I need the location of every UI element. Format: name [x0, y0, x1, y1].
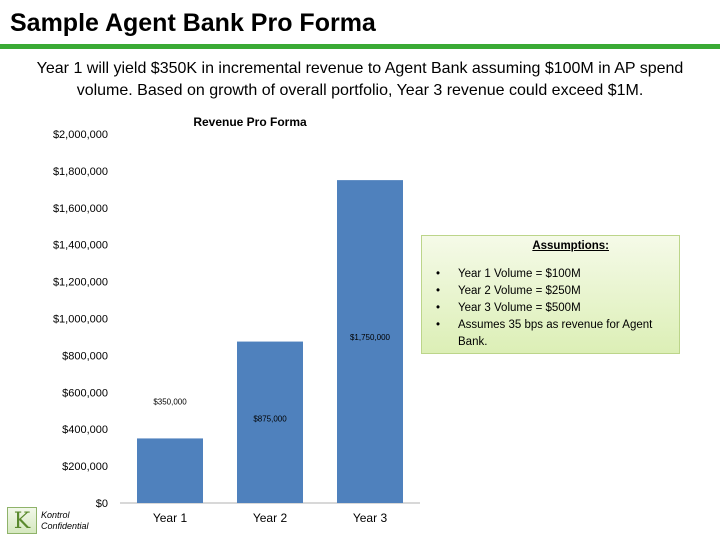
chart-bar [137, 438, 203, 503]
y-tick-label: $1,600,000 [53, 203, 108, 215]
chart-bar [337, 180, 403, 503]
confidential-text: Confidential [41, 521, 89, 531]
y-tick-label: $600,000 [62, 387, 108, 399]
slide-title: Sample Agent Bank Pro Forma [10, 9, 376, 37]
y-tick-label: $1,200,000 [53, 277, 108, 289]
assumption-item: Year 2 Volume = $250M [436, 283, 679, 300]
y-tick-label: $200,000 [62, 461, 108, 473]
assumption-item: Assumes 35 bps as revenue for Agent Bank… [436, 317, 679, 351]
x-tick-label: Year 2 [253, 511, 288, 525]
confidential-label: Kontrol Confidential [41, 510, 89, 532]
y-tick-label: $400,000 [62, 424, 108, 436]
y-tick-label: $1,400,000 [53, 240, 108, 252]
assumption-item: Year 1 Volume = $100M [436, 266, 679, 283]
assumptions-title: Assumptions: [532, 240, 609, 252]
company-name: Kontrol [41, 510, 70, 520]
assumptions-list: Year 1 Volume = $100M Year 2 Volume = $2… [422, 266, 679, 351]
y-tick-label: $0 [96, 498, 108, 510]
slide-subtitle: Year 1 will yield $350K in incremental r… [36, 60, 684, 99]
kontrol-logo: K [7, 507, 37, 534]
data-label: $875,000 [253, 415, 287, 424]
data-label: $1,750,000 [350, 333, 391, 342]
assumptions-box: Assumptions: Year 1 Volume = $100M Year … [421, 235, 680, 354]
y-tick-label: $800,000 [62, 350, 108, 362]
x-tick-label: Year 3 [353, 511, 388, 525]
chart-bar [237, 341, 303, 503]
title-divider [0, 44, 720, 49]
y-tick-label: $1,800,000 [53, 166, 108, 178]
y-tick-label: $1,000,000 [53, 314, 108, 326]
y-tick-label: $2,000,000 [53, 129, 108, 141]
data-label: $350,000 [153, 397, 187, 406]
x-tick-label: Year 1 [153, 511, 188, 525]
assumption-item: Year 3 Volume = $500M [436, 300, 679, 317]
chart-title: Revenue Pro Forma [193, 115, 307, 129]
